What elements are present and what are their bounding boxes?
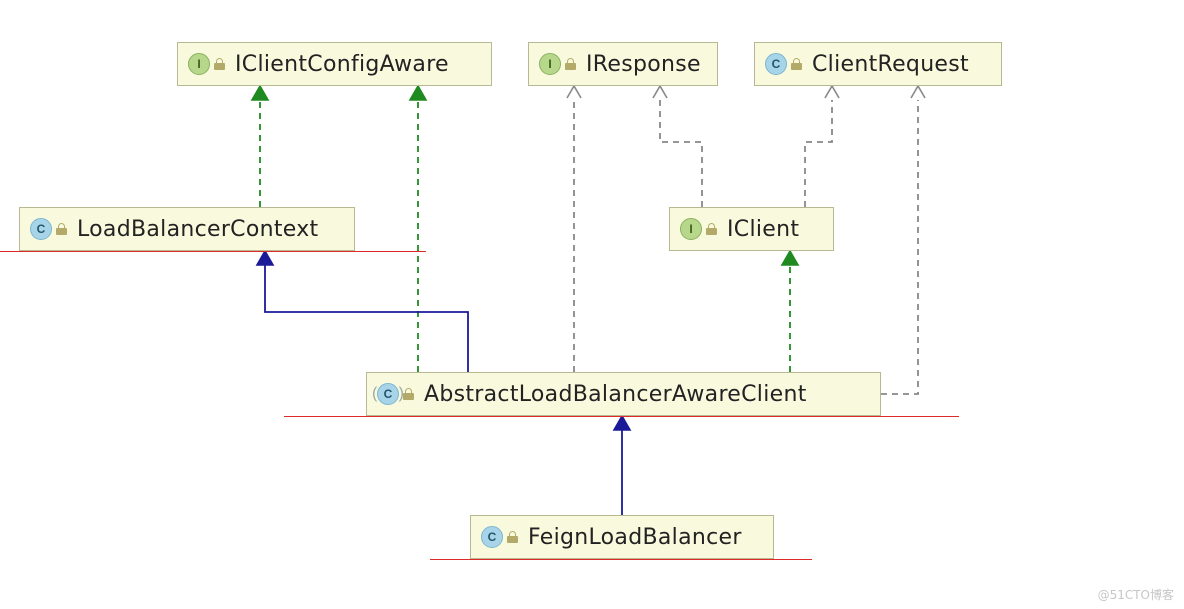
node-icons: C xyxy=(765,53,802,75)
node-icons: I xyxy=(539,53,576,75)
node-iclient: I IClient xyxy=(669,207,834,251)
node-label: ClientRequest xyxy=(812,52,969,77)
diagram-canvas: I IClientConfigAware I IResponse C Clien… xyxy=(0,0,1184,609)
node-label: AbstractLoadBalancerAwareClient xyxy=(424,382,807,407)
node-icons: C xyxy=(30,218,67,240)
node-feignloadbalancer: C FeignLoadBalancer xyxy=(470,515,774,559)
lock-icon xyxy=(56,223,67,235)
interface-icon: I xyxy=(188,53,210,75)
node-clientrequest: C ClientRequest xyxy=(754,42,1002,86)
node-abstractloadbalancerawareclient: C AbstractLoadBalancerAwareClient xyxy=(366,372,881,416)
node-loadbalancercontext: C LoadBalancerContext xyxy=(19,207,355,251)
lock-icon xyxy=(214,58,225,70)
abstract-class-icon: C xyxy=(377,383,399,405)
node-label: IClientConfigAware xyxy=(235,52,449,77)
lock-icon xyxy=(403,388,414,400)
node-icons: C xyxy=(481,526,518,548)
node-iresponse: I IResponse xyxy=(528,42,718,86)
lock-icon xyxy=(507,531,518,543)
interface-icon: I xyxy=(539,53,561,75)
node-label: IClient xyxy=(727,217,799,242)
interface-icon: I xyxy=(680,218,702,240)
class-icon: C xyxy=(765,53,787,75)
node-iclientconfigaware: I IClientConfigAware xyxy=(177,42,492,86)
lock-icon xyxy=(706,223,717,235)
watermark: @51CTO博客 xyxy=(1098,586,1174,603)
node-label: LoadBalancerContext xyxy=(77,217,318,242)
lock-icon xyxy=(565,58,576,70)
redline xyxy=(430,559,812,560)
redline xyxy=(284,416,959,417)
lock-icon xyxy=(791,58,802,70)
node-icons: I xyxy=(680,218,717,240)
node-icons: C xyxy=(377,383,414,405)
node-label: IResponse xyxy=(586,52,701,77)
redline xyxy=(0,251,426,252)
class-icon: C xyxy=(30,218,52,240)
node-label: FeignLoadBalancer xyxy=(528,525,742,550)
node-icons: I xyxy=(188,53,225,75)
class-icon: C xyxy=(481,526,503,548)
